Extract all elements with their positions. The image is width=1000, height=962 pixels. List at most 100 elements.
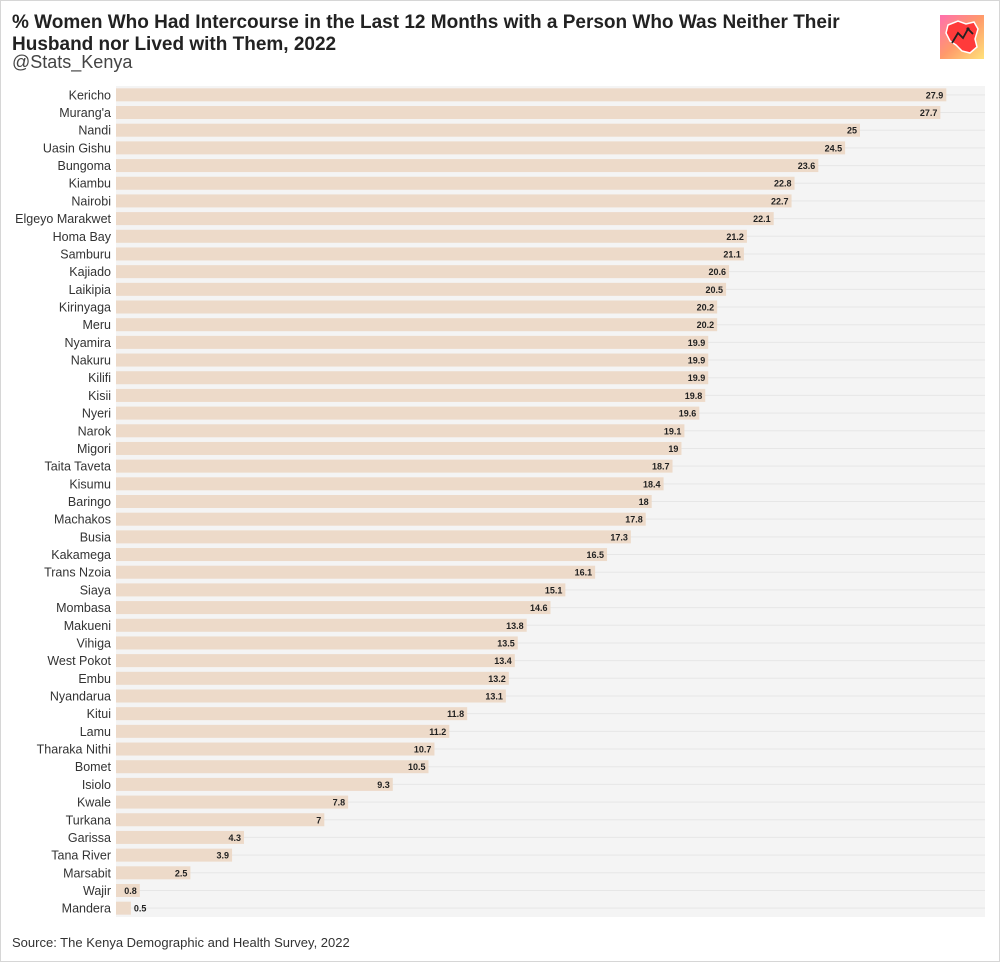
value-label: 0.8 [124, 886, 137, 896]
bar [116, 601, 551, 615]
bar [116, 176, 795, 190]
value-label: 25 [847, 126, 857, 136]
value-label: 20.2 [697, 320, 715, 330]
value-label: 19.9 [688, 373, 706, 383]
category-label: Homa Bay [53, 230, 112, 244]
bar [116, 335, 709, 349]
category-label: Nairobi [71, 194, 111, 208]
bar [116, 212, 774, 226]
bar [116, 229, 747, 243]
category-label: Kilifi [88, 371, 111, 385]
value-label: 7.8 [333, 798, 346, 808]
category-label: Turkana [66, 813, 111, 827]
bar [116, 388, 706, 402]
category-label: Kirinyaga [59, 301, 111, 315]
chart-title: % Women Who Had Intercourse in the Last … [12, 12, 840, 55]
category-label: Bungoma [57, 159, 111, 173]
value-label: 21.2 [726, 232, 744, 242]
bar [116, 813, 325, 827]
category-label: Nandi [78, 124, 111, 138]
value-label: 23.6 [798, 161, 816, 171]
bar [116, 848, 233, 862]
category-label: Busia [80, 530, 111, 544]
bar [116, 495, 652, 508]
value-label: 10.5 [408, 762, 426, 772]
category-label: Laikipia [69, 283, 111, 297]
value-label: 13.5 [497, 638, 515, 648]
bar [116, 707, 468, 721]
bar [116, 159, 819, 173]
bar [116, 883, 140, 897]
category-label: Migori [77, 442, 111, 456]
value-label: 27.7 [920, 108, 938, 118]
bar [116, 123, 861, 137]
bar [116, 406, 700, 420]
category-label: Siaya [80, 583, 111, 597]
value-label: 17.3 [610, 532, 628, 542]
bar [116, 530, 631, 544]
value-label: 19.1 [664, 426, 682, 436]
value-label: 22.8 [774, 179, 792, 189]
bar [116, 265, 730, 279]
bar [116, 88, 947, 102]
category-label: Kericho [69, 88, 111, 102]
category-label: Marsabit [63, 866, 111, 880]
value-label: 18.7 [652, 462, 670, 472]
value-label: 21.1 [723, 249, 741, 259]
bar [116, 300, 718, 314]
value-label: 7 [316, 815, 321, 825]
value-label: 27.9 [926, 90, 944, 100]
bar [116, 106, 941, 120]
category-label: Embu [78, 672, 111, 686]
category-label: Bomet [75, 760, 112, 774]
bar [116, 548, 608, 562]
bar [116, 353, 709, 367]
value-label: 20.5 [706, 285, 724, 295]
value-label: 3.9 [217, 851, 230, 861]
value-label: 22.1 [753, 214, 771, 224]
category-label: Kakamega [51, 548, 111, 562]
bar [116, 866, 191, 880]
bar [116, 459, 673, 473]
category-label: Meru [83, 318, 112, 332]
value-label: 22.7 [771, 196, 789, 206]
category-label: Nakuru [71, 354, 111, 368]
value-label: 13.2 [488, 674, 506, 684]
bar [116, 371, 709, 385]
value-label: 19.8 [685, 391, 703, 401]
category-label: Elgeyo Marakwet [15, 212, 111, 226]
category-label: Nyamira [64, 336, 111, 350]
chart-subtitle: @Stats_Kenya [12, 52, 133, 72]
category-label: Machakos [54, 513, 111, 527]
category-label: Kiambu [69, 177, 111, 191]
category-label: Nyeri [82, 407, 111, 421]
value-label: 16.1 [575, 568, 593, 578]
value-label: 18 [639, 497, 649, 507]
bar [116, 636, 518, 650]
category-label: Vihiga [76, 636, 111, 650]
bar [116, 654, 515, 668]
category-label: Makueni [64, 619, 111, 633]
category-label: Mombasa [56, 601, 111, 615]
category-label: Tana River [51, 849, 111, 863]
value-label: 19.9 [688, 356, 706, 366]
category-label: Garissa [68, 831, 111, 845]
value-label: 19 [668, 444, 678, 454]
bar [116, 689, 506, 703]
chart-area: Kericho 27.9 Murang'a 27.7 Nandi 25 Uasin Gish… [0, 86, 1000, 918]
bar [116, 901, 131, 915]
bar [116, 830, 244, 844]
bar [116, 724, 450, 738]
bar [116, 671, 509, 685]
bar [116, 477, 664, 491]
value-label: 15.1 [545, 585, 563, 595]
category-label: Nyandarua [50, 689, 111, 703]
bar [116, 565, 596, 579]
value-label: 13.4 [494, 656, 512, 666]
category-label: Murang'a [59, 106, 111, 120]
category-label: Tharaka Nithi [37, 743, 111, 757]
category-label: Samburu [60, 247, 111, 261]
category-label: Taita Taveta [45, 460, 112, 474]
bar [116, 441, 682, 455]
category-label: Lamu [80, 725, 111, 739]
